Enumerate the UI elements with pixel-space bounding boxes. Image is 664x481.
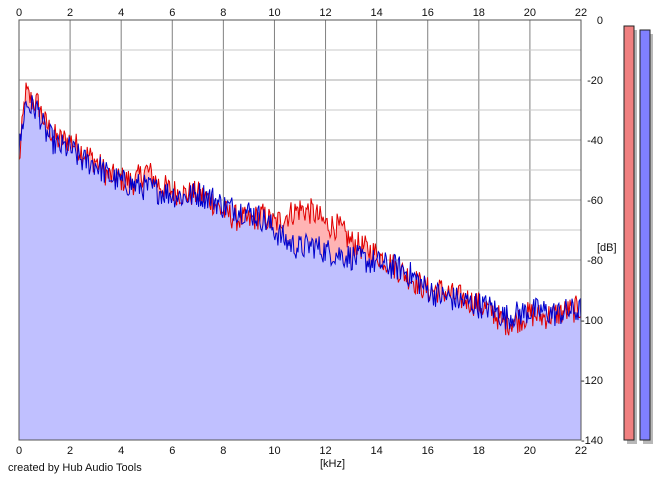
y-tick-labels: 0 -20 -40 -60 -80 -100 -120 -140 — [581, 15, 603, 447]
x-tick-labels-top: 0 2 4 6 8 10 12 14 16 18 20 22 — [16, 7, 587, 19]
y-tick-label: -20 — [587, 75, 603, 87]
x-tick-label-bottom: 12 — [319, 445, 331, 457]
series-fills — [19, 82, 581, 441]
x-tick-labels-bottom: 0 2 4 6 8 10 12 14 16 18 20 22 — [16, 445, 587, 457]
series-right-fill — [19, 95, 581, 441]
x-tick-label-top: 6 — [169, 7, 175, 19]
y-axis-label: [dB] — [597, 242, 617, 254]
level-meters — [623, 25, 653, 444]
series-left-line — [18, 82, 582, 336]
x-tick-label-top: 4 — [118, 7, 124, 19]
x-tick-label-bottom: 0 — [16, 445, 22, 457]
x-tick-label-top: 2 — [67, 7, 73, 19]
left-level-meter — [623, 25, 635, 441]
y-tick-label: -80 — [587, 255, 603, 267]
x-tick-label-bottom: 22 — [575, 445, 587, 457]
x-tick-label-bottom: 10 — [268, 445, 280, 457]
y-tick-label: -140 — [581, 435, 603, 447]
series-right-line — [18, 95, 582, 330]
credit-text: created by Hub Audio Tools — [8, 462, 142, 474]
x-tick-label-top: 8 — [220, 7, 226, 19]
x-tick-label-bottom: 8 — [220, 445, 226, 457]
x-tick-label-bottom: 4 — [118, 445, 124, 457]
y-tick-label: -40 — [587, 135, 603, 147]
y-tick-label: 0 — [597, 15, 603, 27]
y-tick-label: -120 — [581, 375, 603, 387]
x-tick-label-bottom: 2 — [67, 445, 73, 457]
y-tick-label: -60 — [587, 195, 603, 207]
right-level-meter — [639, 29, 651, 441]
x-tick-label-top: 20 — [524, 7, 536, 19]
x-tick-label-top: 16 — [422, 7, 434, 19]
x-tick-label-bottom: 16 — [422, 445, 434, 457]
x-tick-label-bottom: 20 — [524, 445, 536, 457]
x-tick-label-top: 22 — [575, 7, 587, 19]
x-axis-label: [kHz] — [320, 458, 345, 470]
x-tick-label-top: 14 — [371, 7, 383, 19]
series-lines — [18, 19, 582, 441]
y-tick-label: -100 — [581, 315, 603, 327]
plot-frame — [18, 19, 582, 441]
x-tick-label-bottom: 18 — [473, 445, 485, 457]
x-tick-label-top: 18 — [473, 7, 485, 19]
x-tick-label-bottom: 6 — [169, 445, 175, 457]
x-tick-label-bottom: 14 — [371, 445, 383, 457]
x-tick-label-top: 10 — [268, 7, 280, 19]
x-tick-label-top: 0 — [16, 7, 22, 19]
x-tick-label-top: 12 — [319, 7, 331, 19]
